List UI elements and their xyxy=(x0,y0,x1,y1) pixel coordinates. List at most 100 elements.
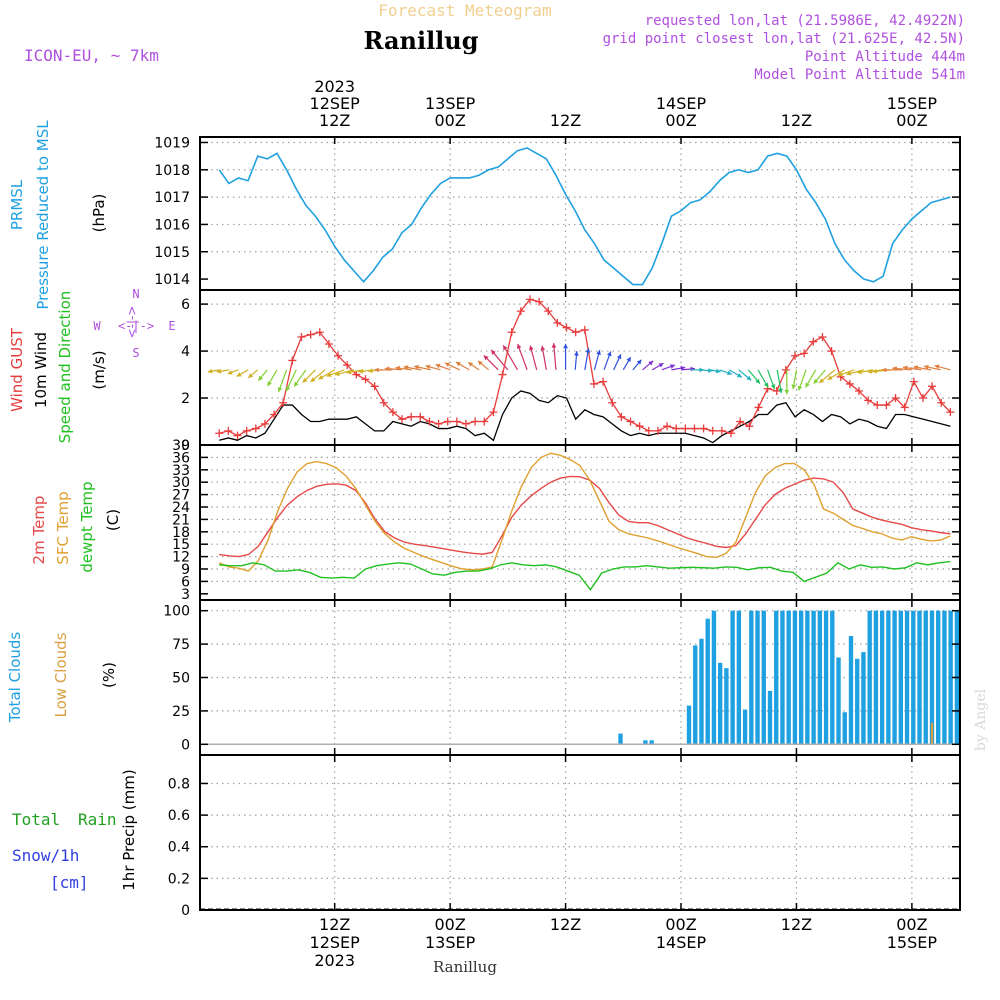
y-tick-label: 15 xyxy=(172,537,190,553)
top-time-label: 00Z xyxy=(434,111,465,130)
gust-marker xyxy=(918,394,927,403)
compass-ns-arrows: <-|-> xyxy=(125,306,139,339)
wind-arrow-head xyxy=(715,368,721,374)
wind-arrow-head xyxy=(374,367,379,373)
gust-marker xyxy=(288,356,297,365)
gust-marker xyxy=(434,419,443,428)
y-tick-label: 50 xyxy=(172,671,190,687)
y-tick-label: 1014 xyxy=(154,272,190,288)
wind-arrow-head xyxy=(414,364,419,370)
gust-marker xyxy=(535,297,544,306)
wind-arrow-head xyxy=(770,384,776,390)
wind-arrow-head xyxy=(455,362,461,367)
wind-arrow-head xyxy=(827,375,833,380)
total-cloud-bar xyxy=(892,610,897,745)
y-tick-label: 36 xyxy=(172,450,190,466)
gust-marker xyxy=(818,332,827,341)
total-cloud-bar xyxy=(873,610,879,745)
gust-marker xyxy=(653,426,662,435)
wind-arrow-head xyxy=(784,389,790,395)
wind-arrow-head xyxy=(838,371,843,377)
wind-arrow-head xyxy=(755,378,760,384)
gust-marker xyxy=(251,424,260,433)
gust-marker xyxy=(754,403,763,412)
gust-marker xyxy=(233,431,242,440)
gust-marker xyxy=(617,412,626,421)
total-cloud-bar xyxy=(836,657,841,745)
gust-marker xyxy=(553,318,562,327)
gust-marker xyxy=(498,370,507,379)
wind-arrow-head xyxy=(425,364,431,370)
top-time-label: 13SEP xyxy=(425,94,476,113)
total-cloud-bar xyxy=(730,610,735,745)
total-cloud-bar xyxy=(686,705,692,745)
top-time-label: 2023 xyxy=(314,77,355,96)
wind-arrow xyxy=(502,344,518,371)
wind-arrow-head xyxy=(813,378,819,384)
gust-marker xyxy=(864,396,873,405)
wind-arrow-head xyxy=(636,359,642,365)
gust-marker xyxy=(891,394,900,403)
total-cloud-bar xyxy=(886,610,891,745)
wind-arrow-head xyxy=(585,348,591,353)
precip-snow-label: Snow/1h xyxy=(12,846,79,865)
model-point-altitude: Model Point Altitude 541m xyxy=(754,67,965,83)
total-cloud-bar xyxy=(717,662,723,745)
wind-arrow-head xyxy=(358,368,364,374)
precip-total-label: Total xyxy=(12,810,60,829)
pressure-line xyxy=(218,147,951,286)
wind-arrow-head xyxy=(913,365,919,370)
gust-marker xyxy=(352,370,361,379)
wind-arrow-head xyxy=(846,371,852,376)
gust-marker xyxy=(791,351,800,360)
wind-arrow-head xyxy=(881,367,887,373)
gust-marker xyxy=(599,377,608,386)
wind-arrow-head xyxy=(444,362,450,367)
model-label: ICON-EU, ~ 7km xyxy=(24,46,159,65)
y-tick-label: 0.4 xyxy=(168,840,190,856)
gust-marker xyxy=(388,408,397,417)
y-tick-label: 9 xyxy=(181,562,190,578)
precip-snow-unit: [cm] xyxy=(50,873,89,892)
gust-marker xyxy=(562,323,571,332)
gust-marker xyxy=(324,340,333,349)
y-tick-label: 1017 xyxy=(154,190,190,206)
wind-arrow-head xyxy=(607,351,612,357)
wind-arrow-head xyxy=(491,349,496,355)
gust-marker xyxy=(589,379,598,388)
bottom-time-label: 00Z xyxy=(665,915,696,934)
gust-marker xyxy=(416,412,425,421)
wind-arrow-head xyxy=(483,355,489,361)
y-tick-label: 18 xyxy=(172,525,190,541)
gust-marker xyxy=(626,417,635,426)
total-cloud-bar xyxy=(711,610,717,745)
y-tick-label: 0 xyxy=(181,903,190,919)
wind-arrow-head xyxy=(736,372,742,378)
wind-arrow-head xyxy=(403,365,409,370)
top-time-label: 12Z xyxy=(319,111,350,130)
gust-marker xyxy=(516,307,525,316)
bottom-time-label: 00Z xyxy=(896,915,927,934)
total-cloud-bar xyxy=(755,610,760,745)
total-cloud-bar xyxy=(705,618,710,745)
compass-ew-arrows: <-|-> xyxy=(118,319,154,333)
total-cloud-bar xyxy=(904,610,910,745)
gust-marker xyxy=(343,361,352,370)
wind-arrow-head xyxy=(867,369,873,374)
wind-arrow xyxy=(553,343,557,370)
gust-marker xyxy=(507,328,516,337)
gust-marker xyxy=(334,351,343,360)
total-cloud-bar xyxy=(699,638,704,745)
gust-marker xyxy=(452,417,461,426)
gust-marker xyxy=(224,426,233,435)
wind-arrow-head xyxy=(669,364,675,369)
wind-arrow-head xyxy=(302,377,308,383)
bottom-time-label: 2023 xyxy=(314,951,355,970)
wind-arrow-head xyxy=(797,385,803,391)
total-cloud-bar xyxy=(618,733,623,745)
top-time-label: 12Z xyxy=(550,111,581,130)
total-cloud-bar xyxy=(786,610,791,745)
y-tick-label: 6 xyxy=(181,297,190,313)
